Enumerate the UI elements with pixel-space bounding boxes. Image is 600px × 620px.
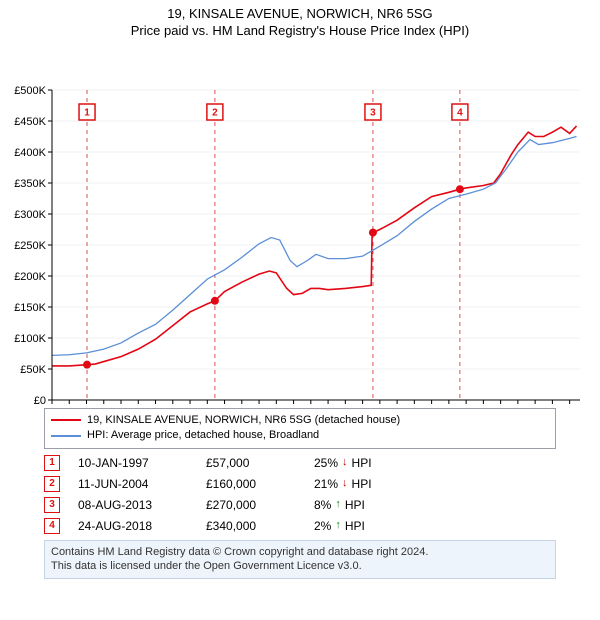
sale-dot — [369, 228, 377, 236]
y-tick-label: £500K — [14, 85, 46, 97]
event-date: 08-AUG-2013 — [78, 498, 188, 512]
event-row: 2 11-JUN-2004 £160,000 21%↓HPI — [44, 476, 556, 492]
y-tick-label: £100K — [14, 333, 46, 345]
event-row: 3 08-AUG-2013 £270,000 8%↑HPI — [44, 497, 556, 513]
event-number-box: 4 — [44, 518, 60, 534]
legend-label: HPI: Average price, detached house, Broa… — [87, 428, 319, 443]
attribution-footer: Contains HM Land Registry data © Crown c… — [44, 540, 556, 580]
price-chart: £0 £50K £100K £150K £200K £250K £300K £350K £400… — [0, 44, 600, 404]
footer-line2: This data is licensed under the Open Gov… — [51, 559, 549, 574]
event-price: £340,000 — [206, 519, 296, 533]
chart-legend: 19, KINSALE AVENUE, NORWICH, NR6 5SG (de… — [44, 408, 556, 449]
arrow-down-icon: ↓ — [342, 478, 348, 489]
sale-dot — [456, 185, 464, 193]
page-title-line2: Price paid vs. HM Land Registry's House … — [0, 23, 600, 40]
legend-label: 19, KINSALE AVENUE, NORWICH, NR6 5SG (de… — [87, 413, 400, 428]
sale-dot — [211, 297, 219, 305]
footer-line1: Contains HM Land Registry data © Crown c… — [51, 545, 549, 560]
y-tick-label: £450K — [14, 116, 46, 128]
event-row: 1 10-JAN-1997 £57,000 25%↓HPI — [44, 455, 556, 471]
legend-row: HPI: Average price, detached house, Broa… — [51, 428, 549, 443]
event-price: £160,000 — [206, 477, 296, 491]
event-price: £57,000 — [206, 456, 296, 470]
event-row: 4 24-AUG-2018 £340,000 2%↑HPI — [44, 518, 556, 534]
y-tick-label: £200K — [14, 271, 46, 283]
event-vs-hpi: 25%↓HPI — [314, 456, 372, 470]
arrow-up-icon: ↑ — [335, 520, 341, 531]
y-tick-label: £350K — [14, 178, 46, 190]
event-vs-hpi: 8%↑HPI — [314, 498, 365, 512]
event-date: 24-AUG-2018 — [78, 519, 188, 533]
y-tick-label: £400K — [14, 147, 46, 159]
event-marker-number: 2 — [212, 107, 218, 118]
event-date: 10-JAN-1997 — [78, 456, 188, 470]
events-table: 1 10-JAN-1997 £57,000 25%↓HPI 2 11-JUN-2004 £1… — [44, 455, 556, 534]
y-tick-label: £50K — [20, 364, 46, 376]
y-tick-label: £150K — [14, 302, 46, 314]
arrow-up-icon: ↑ — [335, 499, 341, 510]
y-tick-label: £250K — [14, 240, 46, 252]
event-number-box: 2 — [44, 476, 60, 492]
event-number-box: 3 — [44, 497, 60, 513]
event-marker-number: 4 — [457, 107, 463, 118]
event-vs-hpi: 21%↓HPI — [314, 477, 372, 491]
event-date: 11-JUN-2004 — [78, 477, 188, 491]
event-marker-number: 1 — [84, 107, 90, 118]
event-price: £270,000 — [206, 498, 296, 512]
sale-dot — [83, 360, 91, 368]
page-title-line1: 19, KINSALE AVENUE, NORWICH, NR6 5SG — [0, 6, 600, 23]
event-marker-number: 3 — [370, 107, 376, 118]
series-blue — [52, 136, 577, 355]
y-tick-label: £0 — [34, 395, 46, 404]
legend-swatch — [51, 435, 81, 437]
event-number-box: 1 — [44, 455, 60, 471]
arrow-down-icon: ↓ — [342, 457, 348, 468]
y-tick-label: £300K — [14, 209, 46, 221]
legend-row: 19, KINSALE AVENUE, NORWICH, NR6 5SG (de… — [51, 413, 549, 428]
legend-swatch — [51, 419, 81, 421]
event-vs-hpi: 2%↑HPI — [314, 519, 365, 533]
series-red — [52, 126, 577, 366]
